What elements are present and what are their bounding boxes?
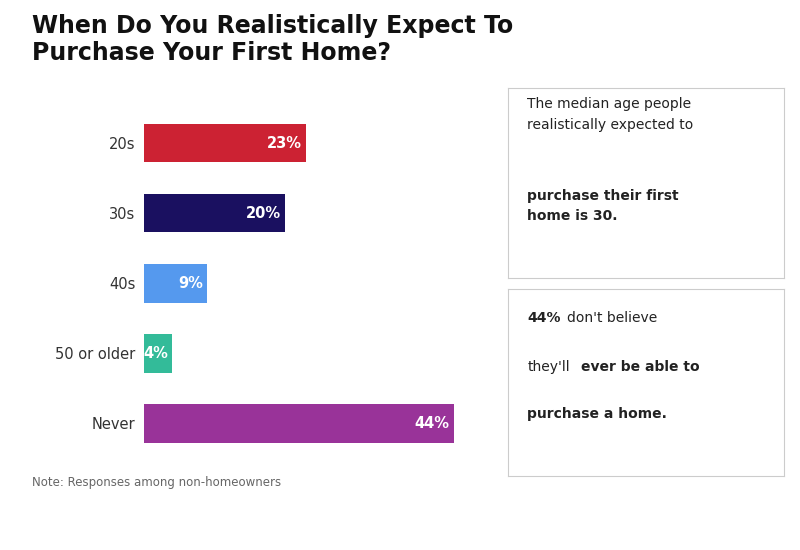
Text: When Do You Realistically Expect To: When Do You Realistically Expect To <box>32 14 514 38</box>
Text: ever be able to: ever be able to <box>581 360 700 374</box>
Text: purchase their first
home is 30.: purchase their first home is 30. <box>527 189 679 223</box>
Text: Note: Responses among non-homeowners: Note: Responses among non-homeowners <box>32 476 281 489</box>
Bar <box>144 124 306 162</box>
Text: Homes: Homes <box>677 531 723 544</box>
Text: 23%: 23% <box>266 135 302 151</box>
Text: 44%: 44% <box>527 311 561 325</box>
Text: Purchase Your First Home?: Purchase Your First Home? <box>32 41 391 65</box>
Text: 4%: 4% <box>143 346 168 361</box>
Text: 44%: 44% <box>414 416 450 431</box>
Text: Survey of 173 non-homeowners: Survey of 173 non-homeowners <box>92 516 292 529</box>
Bar <box>144 194 285 233</box>
Bar <box>144 264 207 303</box>
Text: 20%: 20% <box>246 206 281 221</box>
Text: 9%: 9% <box>178 276 203 291</box>
Text: they'll: they'll <box>527 360 570 374</box>
Bar <box>144 404 454 443</box>
Text: Source:: Source: <box>32 516 86 529</box>
Text: purchase a home.: purchase a home. <box>527 406 667 421</box>
Text: The median age people
realistically expected to: The median age people realistically expe… <box>527 97 694 131</box>
Text: ROCKET: ROCKET <box>660 505 740 523</box>
Bar <box>144 334 172 373</box>
Text: don't believe: don't believe <box>567 311 658 325</box>
